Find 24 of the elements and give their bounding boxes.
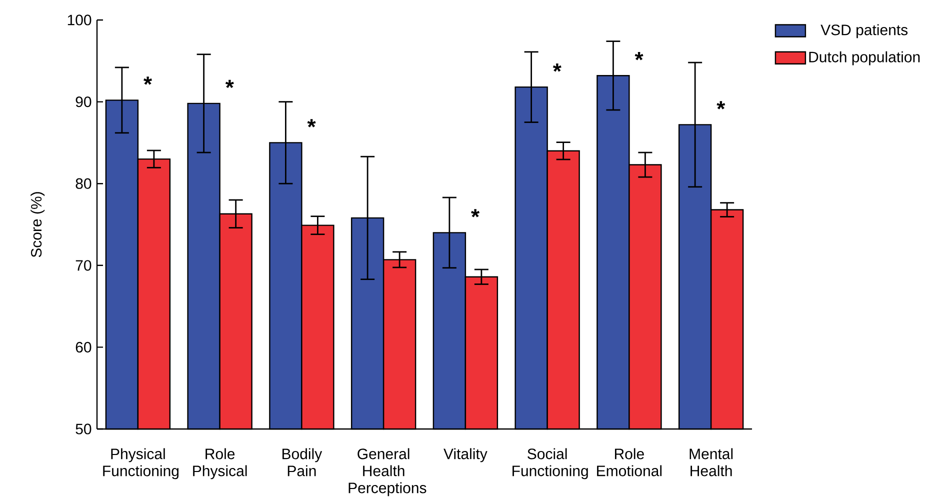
y-tick-label: 50 — [76, 424, 92, 434]
x-tick-label: Role Emotional — [597, 448, 662, 476]
annotation: * — [716, 101, 726, 110]
y-axis-title: Score (%) — [30, 192, 45, 258]
x-tick-label: General Health Perceptions — [348, 448, 426, 496]
legend-label: Dutch population — [809, 51, 920, 66]
x-tick-label: Bodily Pain — [282, 448, 322, 476]
x-tick-label: Physical Functioning — [103, 448, 179, 480]
y-tick-label: 70 — [76, 260, 92, 271]
annotation: * — [552, 64, 562, 72]
x-tick-label: Vitality — [444, 448, 488, 462]
x-tick-label: Social Functioning — [512, 448, 588, 480]
annotation: * — [144, 76, 152, 85]
annotation: * — [307, 119, 316, 128]
y-tick-label: 60 — [76, 342, 92, 353]
y-tick-label: 100 — [68, 14, 92, 26]
y-tick-label: 90 — [76, 96, 92, 108]
y-tick-label: 80 — [76, 178, 92, 189]
annotation: * — [634, 52, 644, 60]
annotation: * — [471, 209, 480, 218]
x-tick-label: Mental Health — [690, 448, 733, 476]
legend-label: VSD patients — [820, 24, 908, 38]
annotation: * — [225, 80, 234, 88]
x-tick-label: Role Physical — [193, 448, 247, 480]
